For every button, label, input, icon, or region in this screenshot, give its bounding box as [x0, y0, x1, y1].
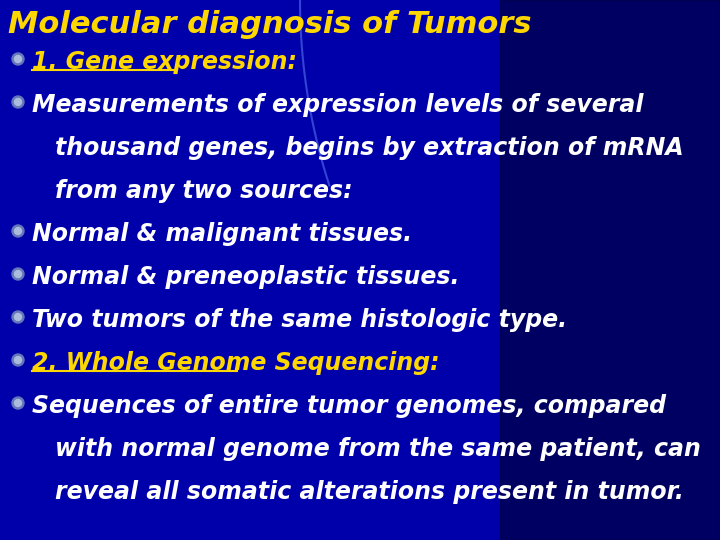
- Circle shape: [12, 268, 24, 280]
- Circle shape: [14, 356, 22, 363]
- Text: from any two sources:: from any two sources:: [55, 179, 353, 203]
- Circle shape: [12, 311, 24, 323]
- Circle shape: [12, 354, 24, 366]
- Circle shape: [12, 397, 24, 409]
- Text: 2. Whole Genome Sequencing:: 2. Whole Genome Sequencing:: [32, 351, 440, 375]
- Circle shape: [12, 225, 24, 237]
- Text: with normal genome from the same patient, can: with normal genome from the same patient…: [55, 437, 701, 461]
- Circle shape: [14, 98, 22, 105]
- Circle shape: [12, 96, 24, 108]
- Text: Normal & preneoplastic tissues.: Normal & preneoplastic tissues.: [32, 265, 459, 289]
- Text: thousand genes, begins by extraction of mRNA: thousand genes, begins by extraction of …: [55, 136, 683, 160]
- Circle shape: [12, 53, 24, 65]
- Text: reveal all somatic alterations present in tumor.: reveal all somatic alterations present i…: [55, 480, 684, 504]
- Circle shape: [14, 227, 22, 234]
- Circle shape: [14, 56, 22, 63]
- Text: Molecular diagnosis of Tumors: Molecular diagnosis of Tumors: [8, 10, 531, 39]
- Circle shape: [14, 271, 22, 278]
- Text: Two tumors of the same histologic type.: Two tumors of the same histologic type.: [32, 308, 567, 332]
- Text: Measurements of expression levels of several: Measurements of expression levels of sev…: [32, 93, 644, 117]
- Polygon shape: [500, 0, 720, 540]
- Circle shape: [14, 400, 22, 407]
- Circle shape: [14, 314, 22, 321]
- Text: 1. Gene expression:: 1. Gene expression:: [32, 50, 297, 74]
- Text: Normal & malignant tissues.: Normal & malignant tissues.: [32, 222, 412, 246]
- Text: Sequences of entire tumor genomes, compared: Sequences of entire tumor genomes, compa…: [32, 394, 666, 418]
